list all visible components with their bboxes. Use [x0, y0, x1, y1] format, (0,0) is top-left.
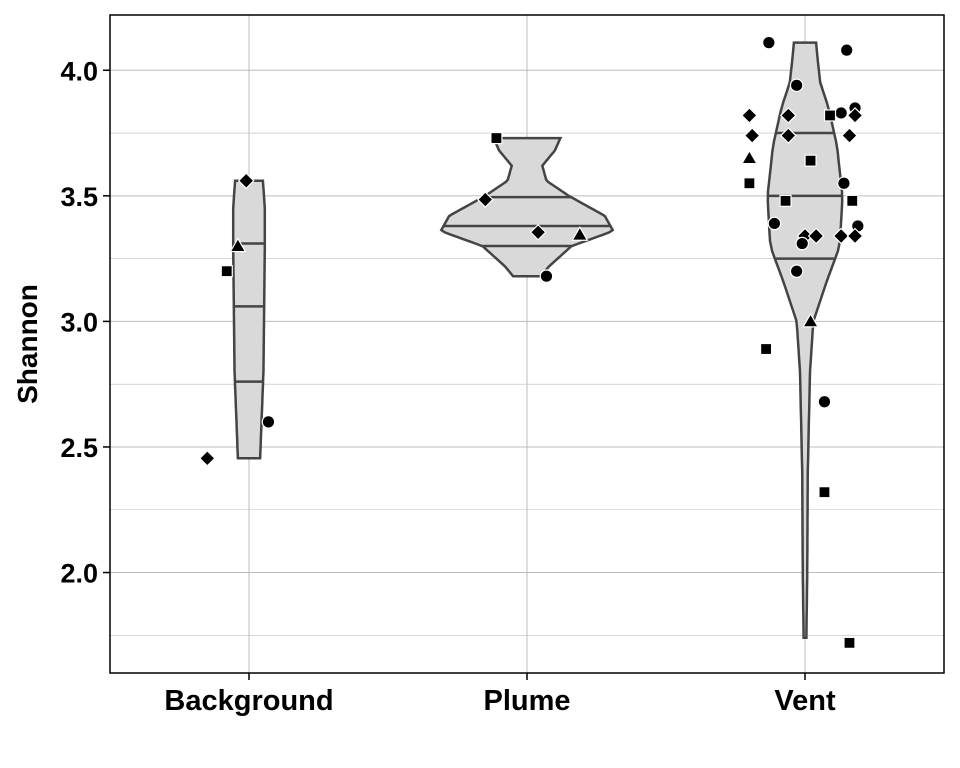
data-point-diamond — [237, 172, 255, 190]
data-point-square — [843, 636, 856, 649]
data-point-diamond — [741, 107, 758, 124]
data-point-square — [823, 109, 837, 122]
violin-background — [231, 179, 267, 460]
data-point-square — [804, 154, 817, 167]
x-tick-label-plume: Plume — [483, 685, 570, 717]
data-point-diamond — [476, 191, 494, 208]
axis-layer: 2.0 2.5 3.0 3.5 4.0 Background Plume Vent — [60, 56, 836, 717]
y-tick-label: 3.5 — [60, 182, 98, 212]
data-point-circle — [789, 264, 804, 278]
data-point-square — [743, 177, 756, 190]
data-point-circle — [834, 106, 848, 120]
y-tick-label: 2.0 — [60, 559, 98, 589]
data-point-diamond — [841, 127, 858, 144]
violin-plume — [439, 136, 615, 278]
data-point-triangle — [802, 312, 820, 328]
data-point-circle — [767, 216, 782, 231]
data-point-triangle — [740, 149, 758, 165]
data-point-circle — [789, 78, 804, 93]
data-point-diamond — [846, 227, 864, 245]
data-point-square — [846, 194, 859, 207]
violin-vent — [766, 41, 844, 640]
data-point-diamond — [846, 107, 864, 124]
data-point-triangle — [229, 237, 247, 253]
data-point-diamond — [779, 107, 797, 124]
data-point-square — [759, 342, 773, 356]
data-point-diamond — [832, 227, 850, 245]
data-point-diamond — [529, 223, 547, 241]
y-tick-label: 4.0 — [60, 56, 98, 86]
data-point-square — [220, 265, 233, 278]
y-tick-label: 2.5 — [60, 433, 98, 463]
x-tick-label-background: Background — [164, 685, 333, 717]
data-point-diamond — [779, 127, 797, 144]
data-point-square — [818, 486, 831, 499]
data-point-square — [490, 131, 503, 145]
data-point-square — [779, 194, 792, 207]
data-point-circle — [817, 394, 832, 409]
data-point-diamond — [198, 449, 216, 467]
y-axis-label: Shannon — [12, 284, 43, 404]
data-point-diamond — [807, 227, 825, 245]
y-tick-label: 3.0 — [60, 307, 98, 337]
data-point-circle — [837, 176, 851, 191]
x-tick-label-vent: Vent — [774, 685, 836, 717]
point-layer — [198, 35, 865, 649]
data-point-circle — [762, 35, 776, 50]
data-point-circle — [795, 236, 810, 251]
data-point-circle — [539, 269, 554, 283]
data-point-circle — [839, 43, 854, 57]
data-point-diamond — [743, 127, 761, 144]
data-point-circle — [261, 415, 276, 429]
data-point-triangle — [571, 226, 589, 241]
